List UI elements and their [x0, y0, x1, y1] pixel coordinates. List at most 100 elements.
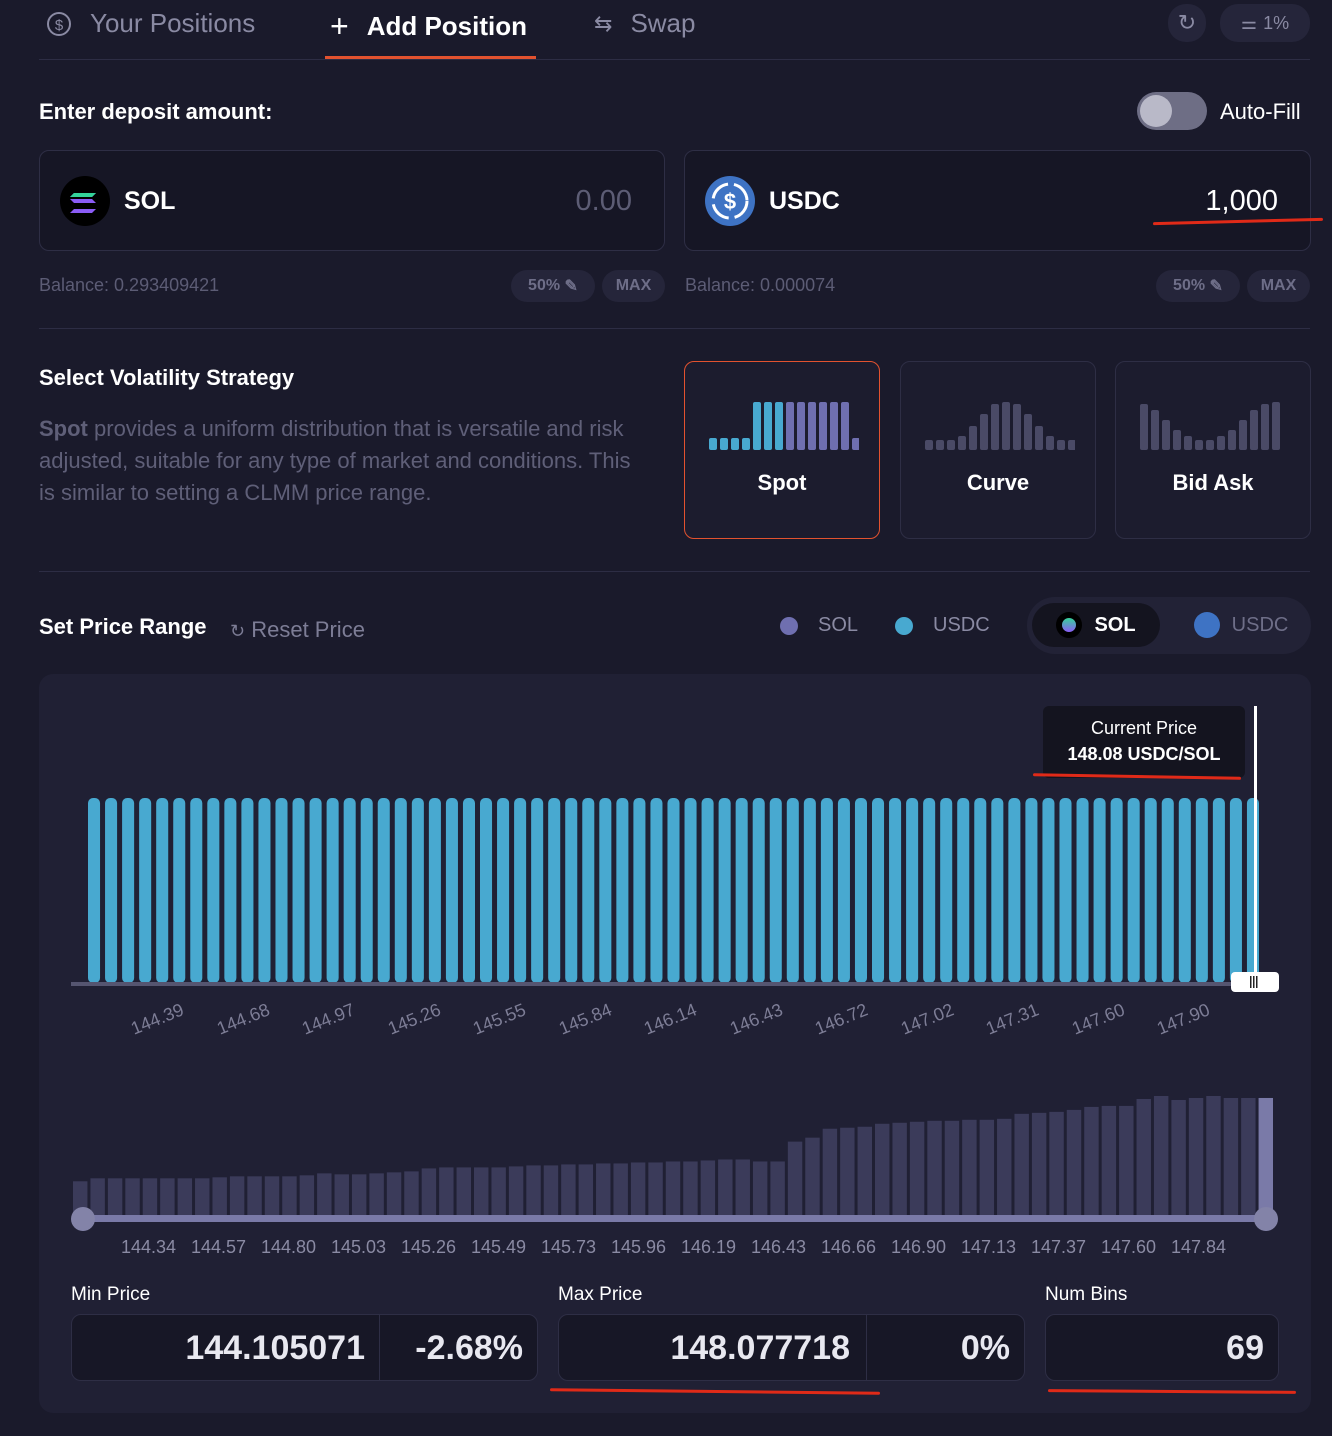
usdc-bin-bar	[122, 798, 135, 983]
usdc-bin-bar	[394, 798, 407, 983]
liquidity-bar	[997, 1118, 1012, 1216]
amount-value: 1,000	[1205, 185, 1278, 217]
strategy-description: Spot provides a uniform distribution tha…	[39, 413, 649, 509]
curve-distribution-icon	[925, 402, 1075, 450]
icon-bar	[1035, 426, 1043, 450]
sol-max-button[interactable]: MAX	[602, 270, 665, 302]
sol-half-button[interactable]: 50% ✎	[511, 270, 595, 302]
usdc-bin-bar	[309, 798, 322, 983]
usdc-bin-bar	[684, 798, 697, 983]
liquidity-bar	[648, 1162, 663, 1216]
min-price-percent[interactable]: -2.68%	[415, 1329, 523, 1367]
strategy-label: Curve	[966, 470, 1030, 495]
toggle-sol[interactable]: SOL	[1032, 603, 1160, 647]
strategy-curve[interactable]: Curve	[900, 361, 1096, 539]
legend-usdc: USDC	[933, 614, 990, 636]
tab-swap[interactable]: ⇆ Swap	[594, 8, 695, 39]
tab-add-position[interactable]: + Add Position	[330, 8, 527, 45]
divider	[39, 571, 1310, 572]
liquidity-tick-label: 147.60	[1101, 1237, 1157, 1257]
usdc-bin-bar	[889, 798, 902, 983]
usdc-bin-bar	[974, 798, 987, 983]
icon-bar	[764, 402, 772, 450]
current-price-handle[interactable]	[1231, 972, 1279, 992]
range-slider-handle[interactable]	[71, 1207, 95, 1231]
liquidity-tick-label: 146.43	[751, 1237, 807, 1257]
range-slider-handle[interactable]	[1254, 1207, 1278, 1231]
deposit-title: Enter deposit amount:	[39, 99, 273, 124]
tab-your-positions[interactable]: $ Your Positions	[46, 8, 255, 39]
num-bins-input[interactable]: 69	[1045, 1314, 1279, 1381]
divider	[39, 59, 1310, 60]
usdc-bin-bar	[803, 798, 816, 983]
toggle-usdc[interactable]: USDC	[1177, 603, 1305, 647]
liquidity-bar	[630, 1162, 646, 1216]
sliders-icon: ⚌	[1240, 12, 1258, 33]
icon-bar	[991, 404, 999, 450]
num-bins-label: Num Bins	[1045, 1284, 1128, 1305]
liquidity-bar	[1188, 1097, 1204, 1216]
usdc-half-button[interactable]: 50% ✎	[1156, 270, 1240, 302]
icon-bar	[1228, 430, 1236, 450]
strategy-label: Bid Ask	[1172, 470, 1254, 495]
max-price-input[interactable]: 148.077718 0%	[558, 1314, 1025, 1381]
reset-price-button[interactable]: ↻ Reset Price	[230, 617, 365, 643]
max-price-percent[interactable]: 0%	[960, 1329, 1010, 1367]
usdc-balance: Balance: 0.000074	[685, 275, 836, 295]
usdc-bin-bar	[241, 798, 254, 983]
sol-token-icon	[1056, 612, 1083, 638]
strategy-bid-ask[interactable]: Bid Ask	[1115, 361, 1311, 539]
liquidity-bar	[142, 1178, 158, 1216]
usdc-token-icon: $	[705, 176, 755, 226]
icon-bar	[1151, 410, 1159, 450]
liquidity-bar	[282, 1176, 297, 1216]
liquidity-bar	[1014, 1113, 1029, 1216]
usdc-bin-bar	[326, 798, 339, 983]
sol-amount-input[interactable]: SOL 0.00	[39, 150, 665, 251]
usdc-bin-bar	[377, 798, 390, 983]
liquidity-bar	[1241, 1097, 1256, 1216]
min-price-input[interactable]: 144.105071 -2.68%	[71, 1314, 538, 1381]
usdc-bin-bar	[940, 798, 953, 983]
legend-sol-dot	[780, 617, 798, 635]
liquidity-bar	[979, 1119, 995, 1216]
liquidity-bar	[770, 1161, 785, 1216]
usdc-bin-bar	[616, 798, 629, 983]
icon-bar	[1002, 402, 1010, 450]
usdc-bin-bar	[1025, 798, 1038, 983]
autofill-toggle[interactable]	[1137, 92, 1207, 130]
current-price-tooltip: Current Price 148.08 USDC/SOL	[1043, 706, 1245, 778]
liquidity-bar	[840, 1127, 855, 1216]
icon-bar	[1173, 430, 1181, 450]
liquidity-bar	[526, 1165, 541, 1216]
icon-bar	[980, 414, 988, 450]
liquidity-bar	[596, 1163, 611, 1216]
liquidity-bar	[317, 1173, 332, 1216]
usdc-bin-bar	[411, 798, 424, 983]
liquidity-bar	[700, 1160, 716, 1216]
liquidity-bar	[369, 1173, 384, 1216]
liquidity-bar	[857, 1126, 872, 1216]
icon-bar	[709, 438, 717, 450]
icon-bar	[1140, 404, 1148, 450]
strategy-label: Spot	[757, 470, 807, 495]
liquidity-bar	[962, 1119, 977, 1216]
liquidity-bar	[787, 1141, 803, 1216]
divider	[39, 328, 1310, 329]
sol-token-icon	[60, 176, 110, 226]
icon-bar	[731, 438, 739, 450]
usdc-bin-bar	[1127, 798, 1140, 983]
price-unit-toggle: SOL USDC	[1027, 597, 1311, 654]
liquidity-bar	[613, 1163, 628, 1216]
slippage-button[interactable]: ⚌ 1%	[1220, 4, 1310, 42]
usdc-max-button[interactable]: MAX	[1247, 270, 1310, 302]
icon-bar	[1162, 420, 1170, 450]
liquidity-bar	[1049, 1111, 1064, 1216]
strategy-spot[interactable]: Spot	[684, 361, 880, 539]
liquidity-tick-label: 144.34	[121, 1237, 177, 1257]
refresh-button[interactable]: ↻	[1168, 4, 1206, 42]
usdc-bin-bar	[105, 798, 118, 983]
icon-bar	[720, 438, 728, 450]
usdc-amount-input[interactable]: $ USDC 1,000	[684, 150, 1311, 251]
icon-bar	[1013, 404, 1021, 450]
